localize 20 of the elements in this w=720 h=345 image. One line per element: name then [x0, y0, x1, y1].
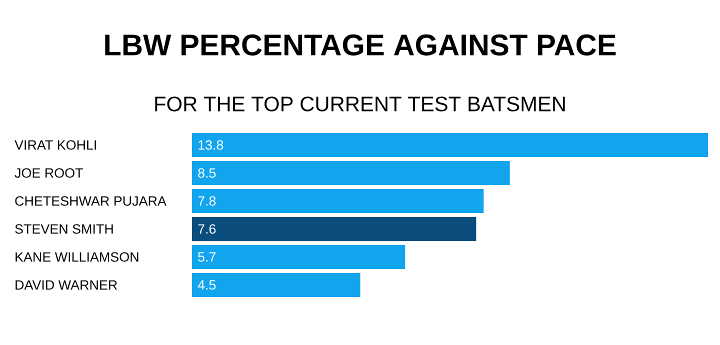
chart-subtitle: FOR THE TOP CURRENT TEST BATSMEN	[155, 96, 565, 112]
bar	[192, 272, 360, 297]
y-tick-label: STEVEN SMITH	[15, 224, 113, 234]
bar	[192, 244, 406, 269]
bar	[192, 188, 484, 213]
chart-title: LBW PERCENTAGE AGAINST PACE	[105, 34, 616, 56]
data-label: 13.8	[198, 140, 224, 150]
y-tick-label: JOE ROOT	[14, 168, 83, 178]
y-tick-label: KANE WILLIAMSON	[16, 252, 138, 262]
bar	[192, 216, 476, 241]
bar	[192, 133, 708, 157]
data-label: 7.8	[198, 196, 216, 206]
data-label: 7.6	[198, 224, 216, 234]
y-tick-label: CHETESHWAR PUJARA	[15, 196, 166, 206]
y-tick-label: DAVID WARNER	[16, 280, 118, 290]
data-label: 8.5	[198, 168, 216, 178]
bar	[192, 160, 510, 185]
data-label: 4.5	[198, 280, 216, 290]
data-label: 5.7	[198, 252, 216, 262]
y-tick-label: VIRAT KOHLI	[14, 140, 96, 150]
